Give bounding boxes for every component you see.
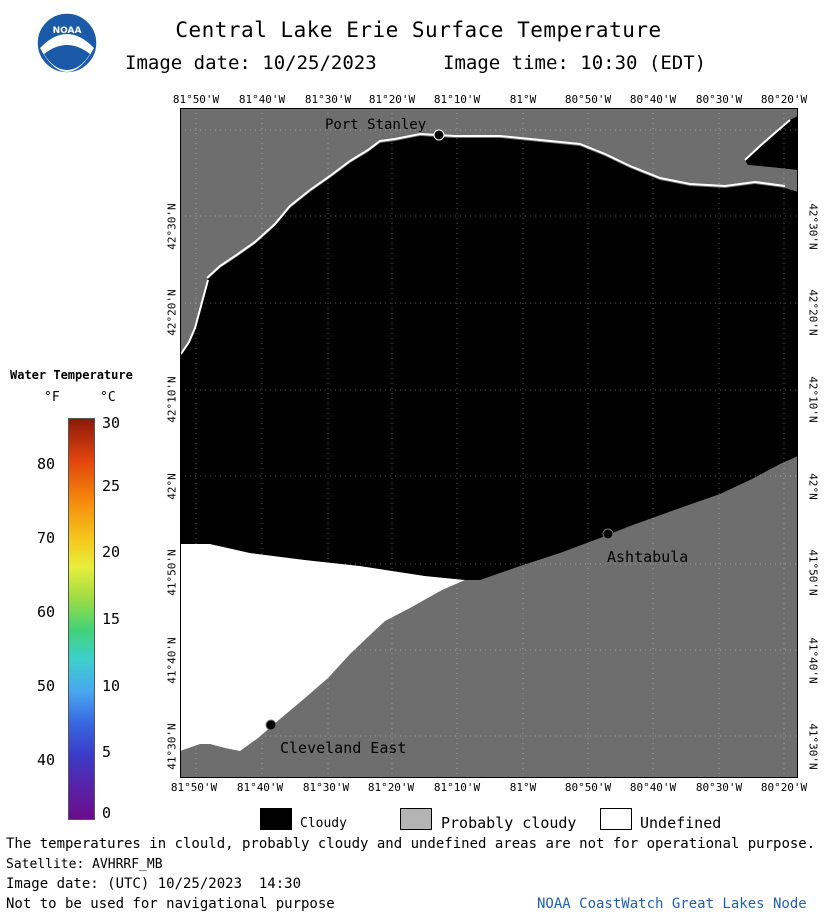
map-title: Central Lake Erie Surface Temperature [175,18,662,42]
footer-utc-date: Image date: (UTC) 10/25/2023 14:30 [6,876,302,892]
cloudy-region [180,136,798,580]
legend-c-tick-15: 15 [102,610,121,628]
key-cloudy-label: Cloudy [300,816,347,831]
lat-tick-right-1: 42°20'N [806,289,820,336]
west-shore-fringe [180,279,209,355]
lon-tick-bottom-8: 80°30'W [695,781,743,794]
lon-tick-bottom-6: 80°50'W [564,781,612,794]
cleveland-east-marker [265,719,277,731]
north-shore-fringe [206,132,786,279]
footer-coastwatch-node: NOAA CoastWatch Great Lakes Node [537,896,807,912]
map-panel [180,108,798,778]
legend-title: Water Temperature [10,368,133,382]
legend-f-tick-60: 60 [37,603,56,621]
footer-disclaimer: The temperatures in clould, probably clo… [6,836,816,852]
legend-f-tick-80: 80 [37,455,56,473]
lat-tick-right-5: 41°40'N [806,637,820,684]
label-ashtabula: Ashtabula [607,548,689,566]
lon-tick-top-8: 80°30'W [695,93,743,106]
legend-f-tick-70: 70 [37,529,56,547]
legend-c-tick-10: 10 [102,677,121,695]
legend-c-tick-0: 0 [102,804,112,822]
key-probably-cloudy-swatch [400,808,432,830]
lon-tick-bottom-1: 81°40'W [236,781,284,794]
lat-tick-left-0: 42°30'N [165,203,179,250]
lat-tick-right-0: 42°30'N [806,203,820,250]
lon-tick-bottom-7: 80°40'W [629,781,677,794]
undefined-region [180,544,465,751]
label-port-stanley: Port Stanley [325,117,427,133]
lat-tick-right-4: 41°50'N [806,549,820,596]
image-date: Image date: 10/25/2023 [125,52,377,74]
lat-tick-left-6: 41°30'N [165,723,179,770]
lat-tick-right-2: 42°10'N [806,376,820,423]
lon-tick-bottom-5: 81°W [509,781,537,794]
legend-f-tick-40: 40 [37,751,56,769]
lon-tick-top-1: 81°40'W [238,93,286,106]
lon-tick-top-4: 81°10'W [433,93,481,106]
footer-nav-warning: Not to be used for navigational purpose [6,896,335,912]
image-time: Image time: 10:30 (EDT) [443,52,707,74]
legend-c-tick-25: 25 [102,477,121,495]
key-undefined-swatch [600,808,632,830]
lat-tick-right-3: 42°N [806,473,820,500]
noaa-logo: NOAA [36,12,98,74]
northeast-fringe [744,119,791,161]
lon-tick-bottom-3: 81°20'W [367,781,415,794]
lon-tick-top-5: 81°W [509,93,537,106]
lon-tick-top-7: 80°40'W [629,93,677,106]
lon-tick-top-6: 80°50'W [564,93,612,106]
legend-unit-f: °F [44,390,60,405]
lon-tick-bottom-2: 81°30'W [302,781,350,794]
lat-tick-left-5: 41°40'N [165,637,179,684]
lat-tick-left-4: 41°50'N [165,549,179,596]
lon-tick-top-3: 81°20'W [368,93,416,106]
lat-tick-left-2: 42°10'N [165,376,179,423]
ashtabula-marker [602,528,614,540]
legend-c-tick-5: 5 [102,743,112,761]
lon-tick-top-2: 81°30'W [304,93,352,106]
noaa-logo-text: NOAA [52,26,82,36]
graticule [180,108,798,778]
legend-c-tick-20: 20 [102,543,121,561]
lon-tick-top-0: 81°50'W [172,93,220,106]
footer-satellite: Satellite: AVHRRF_MB [6,857,163,872]
lat-tick-left-1: 42°20'N [165,289,179,336]
port-stanley-marker [433,129,445,141]
legend-f-tick-50: 50 [37,677,56,695]
legend-c-tick-30: 30 [102,414,121,432]
lat-tick-right-6: 41°30'N [806,723,820,770]
key-probably-cloudy-label: Probably cloudy [441,814,577,832]
key-undefined-label: Undefined [640,814,722,832]
temperature-color-scale [68,418,95,820]
label-cleveland-east: Cleveland East [280,739,407,757]
legend-unit-c: °C [100,390,116,405]
lon-tick-bottom-0: 81°50'W [170,781,218,794]
lon-tick-top-9: 80°20'W [760,93,808,106]
northeast-cloud-patch [745,116,798,170]
lat-tick-left-3: 42°N [165,473,179,500]
lon-tick-bottom-4: 81°10'W [433,781,481,794]
lon-tick-bottom-9: 80°20'W [760,781,808,794]
key-cloudy-swatch [260,808,292,830]
